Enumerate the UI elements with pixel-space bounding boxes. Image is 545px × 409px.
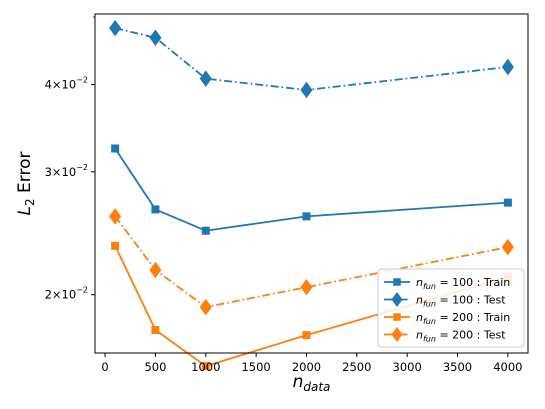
data-point-diamond [501,58,514,76]
legend-label: nfun = 200 : Test [416,329,506,344]
data-point-diamond [501,238,514,256]
data-point-diamond [149,29,162,46]
series-line [114,148,508,232]
series-layer [109,19,514,371]
data-point-diamond [391,292,403,307]
x-tick-label: 3500 [443,360,472,374]
data-point-square [201,226,210,235]
y-axis-label-subscript: 2 [23,198,37,206]
data-point-square [302,212,311,221]
x-axis-label: ndata [293,372,331,394]
data-point-diamond [149,261,162,279]
legend: nfun = 100 : Train nfun = 100 : Test nfun … [377,268,525,348]
y-axis-label-rest: Error [15,152,35,199]
data-point-diamond [109,19,122,37]
data-point-diamond [300,278,313,296]
y-tick-label: 3×10−2 [45,163,88,179]
legend-item: nfun = 100 : Test [384,292,506,309]
x-tick-label: 2000 [292,360,321,374]
legend-label: nfun = 200 : Train [416,311,510,326]
x-tick-label: 1500 [241,360,270,374]
x-tick-label: 2500 [342,360,371,374]
data-point-square [302,331,311,340]
data-point-diamond [391,327,403,342]
series-2 [109,19,514,99]
x-tick-label: 0 [101,360,108,374]
legend-item: nfun = 200 : Train [384,311,510,326]
ticks-layer: 0 500 1000 1500 2000 2500 3000 3500 4000 2×10−2 3×… [45,16,523,374]
series-1 [111,144,512,235]
data-point-square [503,198,512,207]
data-point-square [151,326,160,335]
y-tick-label: 4×10−2 [45,76,88,92]
y-axis-label: L2 Error [15,152,37,216]
y-axis-label-base: L [15,206,35,215]
legend-item: nfun = 200 : Test [384,327,506,344]
legend-label: nfun = 100 : Test [416,294,506,309]
data-point-diamond [199,70,212,87]
legend-label: nfun = 100 : Train [416,276,510,291]
x-tick-label: 3000 [393,360,422,374]
data-point-diamond [300,81,313,99]
x-tick-label: 4000 [493,360,522,374]
y-tick-label: 2×10−2 [45,286,88,302]
data-point-square [151,205,160,214]
data-point-square [111,241,120,250]
x-tick-label: 1000 [191,360,220,374]
data-point-square [393,278,401,286]
legend-item: nfun = 100 : Train [384,276,510,291]
x-tick-label: 500 [144,360,166,374]
data-point-diamond [199,298,212,316]
plot-frame [94,13,529,354]
data-point-diamond [109,208,122,225]
legend-box [377,268,525,348]
x-axis-label-base: n [293,372,304,392]
series-line [114,27,508,91]
x-axis-label-subscript: data [303,380,330,394]
series-4 [109,208,514,316]
data-point-square [393,313,401,321]
data-point-square [201,362,210,371]
data-point-square [111,144,120,153]
